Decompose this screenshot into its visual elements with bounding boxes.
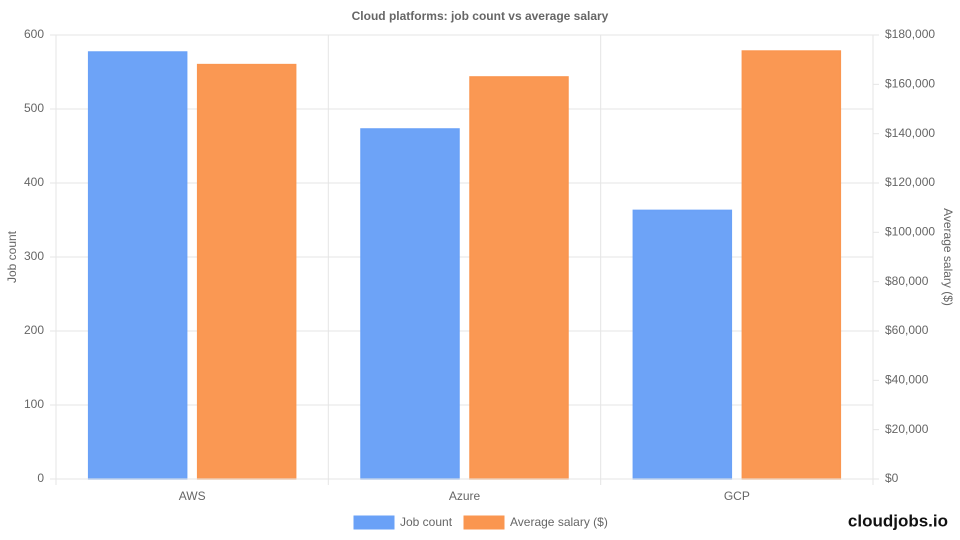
- bar: [741, 50, 842, 480]
- bar: [632, 209, 733, 480]
- y-axis-title: Job count: [5, 230, 19, 283]
- bar: [87, 51, 188, 480]
- legend-swatch: [353, 515, 395, 530]
- y2-tick-label: $20,000: [885, 422, 929, 436]
- x-tick-label: GCP: [724, 489, 750, 503]
- y-tick-label: 0: [37, 471, 44, 485]
- brand: cloudjobs.io: [848, 511, 948, 530]
- y-tick-label: 400: [24, 175, 44, 189]
- y2-tick-label: $100,000: [885, 225, 935, 239]
- bar: [196, 63, 297, 480]
- y2-tick-label: $180,000: [885, 27, 935, 41]
- legend-label: Job count: [400, 515, 453, 529]
- bar: [469, 76, 569, 480]
- y2-tick-label: $160,000: [885, 77, 935, 91]
- y-tick-label: 500: [24, 101, 44, 115]
- legend-label: Average salary ($): [510, 515, 608, 529]
- legend-swatch: [463, 515, 505, 530]
- y2-tick-label: $40,000: [885, 373, 929, 387]
- x-tick-label: AWS: [179, 489, 206, 503]
- y2-tick-label: $80,000: [885, 274, 929, 288]
- y2-tick-label: $60,000: [885, 323, 929, 337]
- y2-tick-label: $0: [885, 471, 899, 485]
- y-tick-label: 100: [24, 397, 44, 411]
- y-tick-label: 600: [24, 27, 44, 41]
- x-tick-label: Azure: [449, 489, 481, 503]
- bar: [360, 128, 460, 480]
- y2-tick-label: $120,000: [885, 175, 935, 189]
- y-tick-label: 200: [24, 323, 44, 337]
- y-tick-label: 300: [24, 249, 44, 263]
- y2-tick-label: $140,000: [885, 126, 935, 140]
- chart-title: Cloud platforms: job count vs average sa…: [352, 9, 609, 23]
- y2-axis-title: Average salary ($): [941, 208, 955, 306]
